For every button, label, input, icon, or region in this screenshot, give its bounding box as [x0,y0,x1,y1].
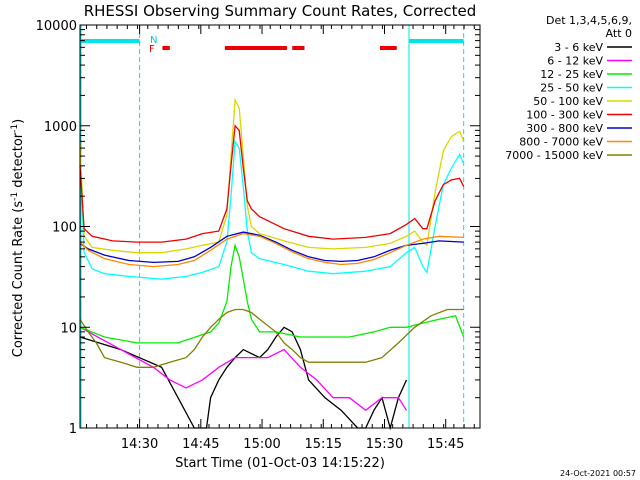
series-line-8 [79,308,464,368]
legend-label: 3 - 6 keV [554,41,603,54]
legend-label: 12 - 25 keV [540,68,603,81]
series-line-7 [79,232,464,268]
y-axis-label-sup2: -1 [10,124,20,133]
flag-f-label: F [149,44,155,55]
y-tick-label: 1 [69,422,77,437]
legend-label: 50 - 100 keV [533,95,603,108]
legend-header-line-2: Att 0 [606,27,632,40]
series-line-2 [79,242,465,344]
series-line-6 [79,231,464,264]
series-line-3 [79,139,465,280]
y-tick-label: 10 [60,321,77,336]
y-axis-label-end: ) [11,119,26,124]
legend-label: 6 - 12 keV [547,55,603,68]
y-tick-label: 1000 [44,120,77,135]
x-tick-label: 15:30 [366,437,403,452]
x-tick-label: 14:45 [182,437,219,452]
y-axis-label-main: Corrected Count Rate (s [11,201,26,358]
legend-label: 300 - 800 keV [526,122,603,135]
y-axis-label-sup: -1 [10,192,20,201]
series-line-4 [79,97,465,254]
y-axis-label: Corrected Count Rate (s-1 detector-1) [10,119,26,357]
y-axis-label-mid: detector [11,132,26,192]
legend-label: 800 - 7000 keV [519,136,603,149]
chart-title: RHESSI Observing Summary Count Rates, Co… [84,2,477,20]
flag-n-label: N [150,35,157,46]
series-line-5 [79,124,465,243]
x-tick-label: 14:30 [121,437,158,452]
legend-label: 100 - 300 keV [526,109,603,122]
legend-label: 25 - 50 keV [540,82,603,95]
series-line-1 [79,326,408,412]
legend-label: 7000 - 15000 keV [505,149,603,162]
x-tick-label: 15:45 [427,437,464,452]
axes-layer: 1 10 100 1000 10000 14:30 14:45 15:00 15:15 15:30… [36,19,481,452]
legend-header-line-1: Det 1,3,4,5,6,9, [546,14,632,27]
y-tick-label: 10000 [36,19,77,34]
x-axis-label: Start Time (01-Oct-03 14:15:22) [175,456,385,471]
x-tick-label: 15:15 [305,437,342,452]
y-tick-label: 100 [52,221,77,236]
timestamp: 24-Oct-2021 00:57 [560,469,636,478]
x-tick-label: 15:00 [243,437,280,452]
